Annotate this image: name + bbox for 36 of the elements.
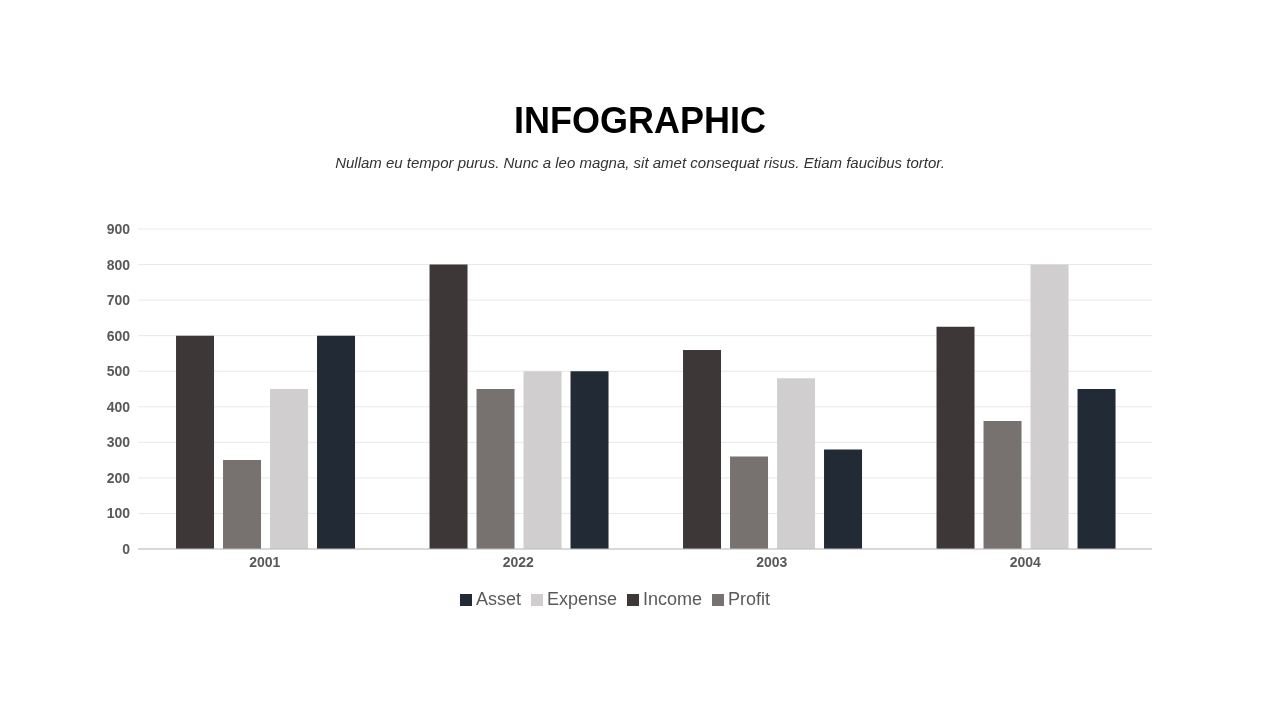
bar [1030,264,1069,549]
legend-label: Profit [728,589,771,609]
bar [317,335,356,549]
legend-label: Income [643,589,703,609]
y-tick-label: 900 [106,220,131,237]
x-tick-label: 2001 [249,553,281,570]
x-tick-label: 2003 [756,553,788,570]
y-tick-label: 300 [106,434,131,451]
bar [983,421,1022,549]
bar [936,326,975,549]
y-tick-label: 200 [106,469,131,486]
y-tick-label: 0 [122,540,131,557]
bar [223,460,262,549]
bar [824,449,863,549]
y-tick-label: 600 [106,327,131,344]
bar [730,456,769,549]
chart-subtitle: Nullam eu tempor purus. Nunc a leo magna, sit amet consequat risus. Etiam faucibus tortor. [334,154,946,171]
y-tick-label: 700 [106,292,131,309]
bar [683,349,722,549]
bar [1077,389,1116,549]
bar [570,371,609,549]
bar [270,389,309,549]
legend-label: Asset [475,589,521,609]
bar [176,335,215,549]
legend-label: Expense [546,589,618,609]
y-tick-label: 500 [106,363,131,380]
y-tick-label: 400 [106,398,131,415]
bar [777,378,816,549]
bar [523,371,562,549]
chart-title: INFOGRAPHIC [513,100,767,142]
bar [476,389,515,549]
x-tick-label: 2004 [1009,553,1042,570]
y-tick-label: 100 [106,505,131,522]
x-tick-label: 2022 [502,553,535,570]
bar [429,264,468,549]
y-tick-label: 800 [106,256,131,273]
